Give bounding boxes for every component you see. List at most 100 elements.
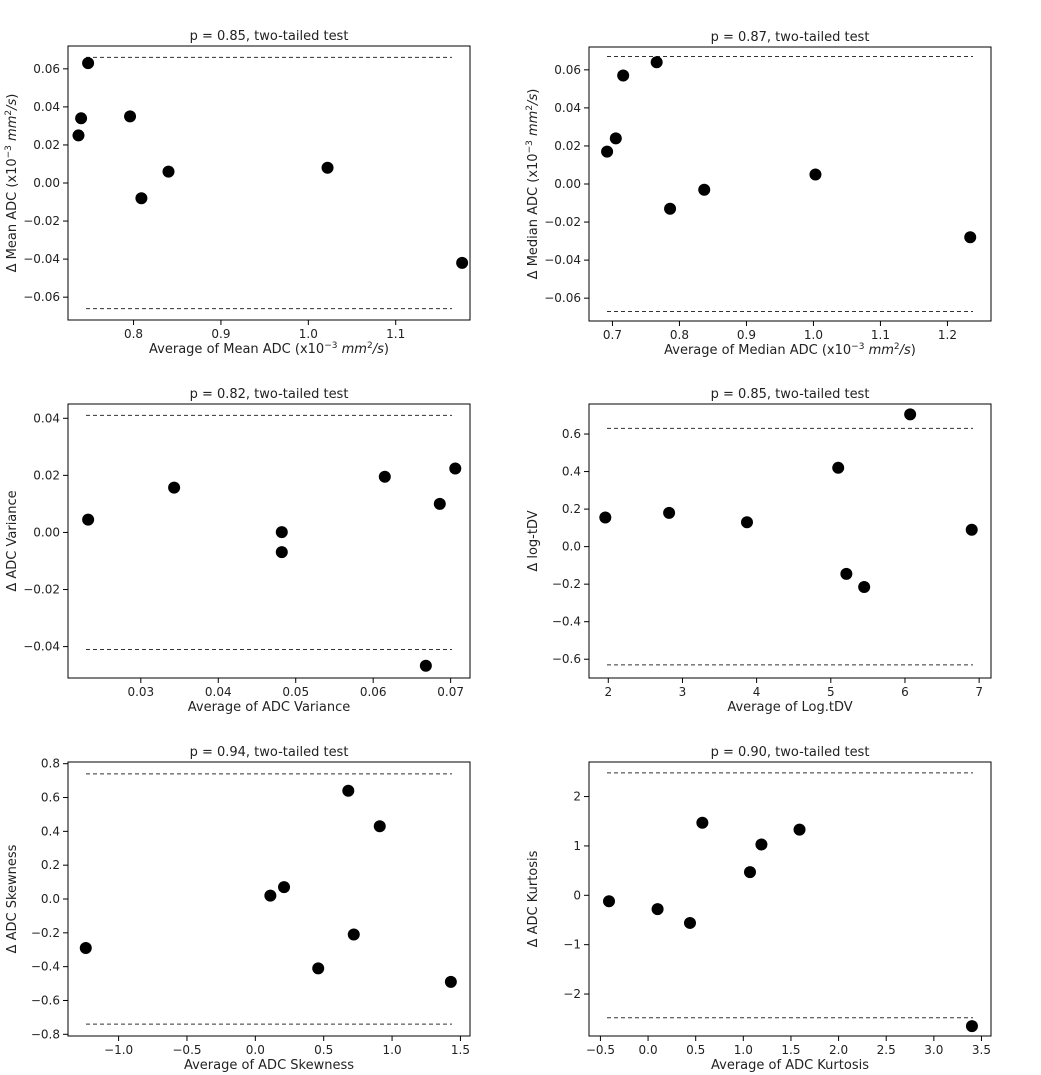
y-tick-label: 0.04	[554, 101, 581, 115]
data-point	[651, 903, 664, 916]
x-tick-label: 1.1	[871, 328, 890, 342]
y-axis-label: Δ log-tDV	[526, 510, 541, 571]
x-tick-label: −0.5	[172, 1043, 201, 1057]
y-tick-label: 1	[573, 839, 581, 853]
chart-title: p = 0.87, two-tailed test	[711, 30, 870, 45]
x-tick-label: 0.5	[686, 1043, 705, 1057]
y-tick-label: 0.04	[33, 411, 60, 425]
y-tick-label: 0.00	[33, 176, 60, 190]
data-point	[275, 546, 288, 559]
x-tick-label: 6	[901, 685, 909, 699]
y-tick-label: −2	[563, 987, 581, 1001]
plot-frame	[588, 46, 992, 322]
x-axis-label: Average of Mean ADC (x10−3 mm2/s)	[149, 341, 389, 357]
data-point	[168, 481, 181, 494]
data-point	[419, 659, 432, 672]
x-tick-label: 0.0	[639, 1043, 658, 1057]
x-tick-label: 2.5	[877, 1043, 896, 1057]
data-point	[603, 895, 616, 908]
x-tick-label: 1.5	[451, 1043, 470, 1057]
y-tick-label: −0.6	[552, 652, 581, 666]
y-tick-label: −1	[563, 938, 581, 952]
data-point	[456, 256, 469, 269]
y-tick-label: −0.4	[31, 960, 60, 974]
scatter-panel-5: p = 0.94, two-tailed test −1.0 −0.5 0.0 0.5 1…	[5, 745, 471, 1073]
x-tick-label: −1.0	[104, 1043, 133, 1057]
scatter-panel-3: p = 0.82, two-tailed test 0.03 0.04 0.05 0.0…	[5, 387, 471, 715]
x-tick-label: 3	[679, 685, 687, 699]
data-point	[809, 168, 822, 181]
plot-frame	[588, 761, 992, 1037]
data-point	[124, 110, 137, 123]
x-tick-label: 3.0	[924, 1043, 943, 1057]
x-axis-label: Average of ADC Variance	[188, 700, 350, 715]
y-tick-label: −0.04	[23, 252, 60, 266]
y-axis-label: Δ ADC Variance	[5, 490, 20, 591]
x-tick-label: 1.0	[804, 328, 823, 342]
y-tick-label: −0.04	[544, 253, 581, 267]
data-point	[904, 408, 917, 421]
y-tick-label: 0.02	[33, 468, 60, 482]
data-point	[601, 145, 614, 158]
data-point	[696, 816, 709, 829]
chart-title: p = 0.85, two-tailed test	[711, 387, 870, 402]
x-axis-label: Average of ADC Kurtosis	[711, 1058, 869, 1073]
x-tick-label: 5	[827, 685, 835, 699]
y-axis-label: Δ Median ADC (x10−3 mm2/s)	[525, 89, 541, 280]
data-point	[858, 580, 871, 593]
x-tick-label: 0.9	[211, 327, 230, 341]
data-point	[698, 183, 711, 196]
data-point	[683, 916, 696, 929]
y-tick-label: 2	[573, 790, 581, 804]
y-tick-label: 0.0	[41, 892, 60, 906]
data-point	[444, 975, 457, 988]
chart-title: p = 0.94, two-tailed test	[190, 745, 349, 760]
y-tick-label: −0.6	[31, 993, 60, 1007]
y-tick-label: 0.4	[562, 465, 581, 479]
data-point	[75, 112, 88, 125]
x-tick-label: 0.03	[127, 685, 154, 699]
scatter-panel-2: p = 0.87, two-tailed test 0.7 0.8 0.9 1.0 1.1…	[525, 30, 992, 358]
y-tick-label: −0.06	[23, 290, 60, 304]
chart-title: p = 0.90, two-tailed test	[711, 745, 870, 760]
data-point	[650, 56, 663, 69]
x-tick-label: 1.1	[386, 327, 405, 341]
x-tick-label: 1.0	[383, 1043, 402, 1057]
y-tick-label: 0.0	[562, 540, 581, 554]
y-tick-label: −0.8	[31, 1027, 60, 1041]
x-tick-label: 0.0	[246, 1043, 265, 1057]
data-point	[264, 889, 277, 902]
data-point	[433, 497, 446, 510]
y-tick-label: 0.00	[33, 525, 60, 539]
x-tick-label: 4	[753, 685, 761, 699]
data-point	[664, 202, 677, 215]
y-tick-label: 0.04	[33, 100, 60, 114]
x-tick-label: 3.5	[972, 1043, 991, 1057]
data-point	[740, 516, 753, 529]
data-point	[663, 506, 676, 519]
chart-title: p = 0.85, two-tailed test	[190, 29, 349, 44]
y-tick-label: 0.2	[562, 502, 581, 516]
data-point	[373, 820, 386, 833]
x-tick-label: 0.7	[603, 328, 622, 342]
y-axis-label: Δ ADC Kurtosis	[526, 850, 541, 947]
data-point	[965, 1020, 978, 1033]
x-axis-label: Average of Median ADC (x10−3 mm2/s)	[664, 342, 916, 358]
y-tick-label: −0.2	[552, 577, 581, 591]
x-tick-label: 0.8	[124, 327, 143, 341]
y-tick-label: 0.02	[33, 138, 60, 152]
x-tick-label: 7	[975, 685, 983, 699]
data-point	[135, 192, 148, 205]
y-tick-label: 0.8	[41, 757, 60, 771]
y-tick-label: −0.04	[23, 640, 60, 654]
x-tick-label: 1.5	[781, 1043, 800, 1057]
data-point	[162, 165, 175, 178]
data-point	[378, 470, 391, 483]
data-point	[832, 461, 845, 474]
data-point	[840, 567, 853, 580]
x-tick-label: 0.5	[314, 1043, 333, 1057]
scatter-panel-4: p = 0.85, two-tailed test 2 3 4 5 6 7 −0.6 −0.4 −…	[526, 387, 992, 715]
y-tick-label: 0.06	[33, 62, 60, 76]
y-tick-label: 0.6	[41, 791, 60, 805]
